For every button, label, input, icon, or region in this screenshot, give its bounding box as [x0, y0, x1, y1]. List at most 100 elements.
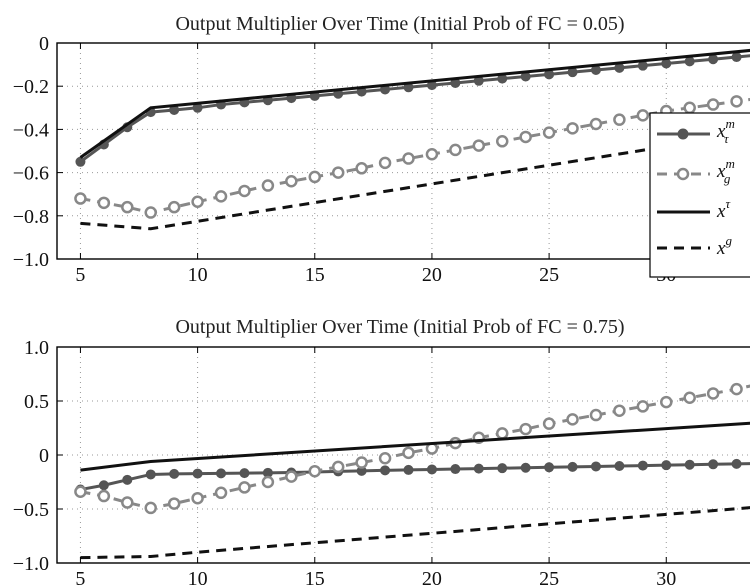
chart-1-ytick-label: 0: [39, 33, 49, 55]
chart-2-series-2-point: [285, 470, 298, 483]
chart-1-series-2-point: [331, 166, 345, 179]
chart-2-series-1-point: [239, 468, 250, 479]
chart-1-xtick-label: 15: [305, 264, 325, 286]
chart-2-ytick-label: 0: [39, 445, 49, 467]
chart-1-series-2-point: [74, 192, 87, 205]
chart-2-ytick-label: −0.5: [13, 499, 49, 521]
chart-1-series: [74, 48, 750, 231]
chart-2-xtick-label: 10: [188, 568, 208, 588]
chart-2-series-2-point: [730, 382, 743, 396]
legend-entry-x-g-m: xm g: [657, 156, 735, 186]
chart-1-series-2-point: [402, 152, 415, 165]
chart-1-legend: xm τ xm g xτ xg: [649, 112, 750, 278]
chart-2-xtick-label: 15: [305, 568, 325, 588]
chart-2-series-1-point: [731, 458, 742, 469]
chart-1-series-2-point: [167, 200, 181, 214]
chart-2-series-2-point: [121, 496, 134, 509]
chart-1-series-1-point: [637, 60, 648, 71]
chart-1-series-2-point: [97, 196, 111, 210]
chart-2-series-2-point: [613, 404, 626, 417]
chart-1-ytick-label: −0.2: [13, 76, 49, 98]
chart-2-series-1-point: [145, 469, 156, 480]
legend-marker-x-tau-m: [677, 128, 689, 140]
legend-marker-x-g-m: [676, 167, 690, 181]
chart-1-series-1-point: [708, 54, 719, 65]
chart-1-series-1-point: [731, 52, 742, 63]
chart-1-series-2-point: [589, 117, 603, 131]
chart-1-series-2-point: [472, 139, 486, 152]
chart-1-series-3-line: [79, 48, 750, 159]
chart-2-series-2-point: [378, 451, 392, 465]
chart-1-series-2-point: [355, 162, 368, 175]
chart-2-series-2-point: [74, 485, 87, 498]
chart-2-series-1-point: [122, 474, 133, 485]
legend-label-x-g: xg: [716, 233, 732, 259]
chart-2-series-2-point: [636, 400, 650, 413]
chart-2-series-1-point: [169, 468, 180, 479]
chart-2-ticks: 5 10 15 20 25 30 1.0 0.5 0 −0.5 −1.0: [13, 337, 677, 588]
chart-2-series-1-point: [426, 464, 437, 475]
chart-2-series-2-point: [495, 427, 509, 440]
chart-1-series-2-point: [730, 95, 743, 108]
chart-1-series-2-point: [144, 206, 157, 219]
chart-1: Output Multiplier Over Time (Initial Pro…: [13, 13, 750, 286]
chart-2-series-2-point: [402, 446, 415, 460]
chart-2-series-1-point: [614, 461, 625, 472]
chart-1-series-2-point: [706, 98, 720, 111]
chart-2-ytick-label: 0.5: [24, 391, 49, 413]
chart-2-series-1-point: [544, 462, 555, 473]
chart-2-series-1-point: [450, 464, 461, 475]
chart-2-series-2-point: [660, 395, 673, 409]
chart-2-series-1-point: [380, 465, 391, 476]
chart-2-series-1-point: [661, 460, 672, 471]
chart-2-series-1-line: [80, 462, 750, 492]
legend-box: [649, 112, 750, 278]
chart-1-xtick-label: 10: [188, 264, 208, 286]
chart-1-series-2-point: [285, 174, 298, 188]
chart-2-series-4-line: [80, 506, 750, 560]
chart-2-series-1-point: [98, 480, 109, 491]
chart-1-series-2-line: [80, 97, 750, 215]
chart-1-series-2-point: [495, 135, 509, 148]
chart-2-series-2-point: [97, 489, 111, 503]
legend-entry-x-tau-m: xm τ: [657, 116, 735, 146]
chart-1-series-2-point: [636, 109, 650, 122]
chart-1-series-1-point: [661, 58, 672, 69]
chart-1-xtick-label: 5: [75, 264, 85, 286]
chart-1-series-2-point: [613, 113, 626, 126]
chart-1-series-2-point: [378, 156, 392, 170]
legend-label-x-tau-m: xm τ: [716, 116, 735, 146]
chart-2-series-1-point: [473, 463, 484, 474]
chart-2-series-2-point: [144, 501, 157, 515]
chart-2-series-2-point: [706, 387, 720, 400]
chart-2-series-2-point: [308, 464, 322, 478]
chart-2-series-1-point: [567, 461, 578, 472]
legend-entry-x-tau: xτ: [657, 196, 731, 222]
chart-1-ytick-label: −1.0: [13, 249, 49, 271]
chart-2-ytick-label: −1.0: [13, 553, 49, 575]
chart-2-xtick-label: 20: [422, 568, 442, 588]
chart-1-series-2-point: [191, 195, 204, 209]
chart-2-series-2-point: [355, 456, 368, 469]
chart-1-title: Output Multiplier Over Time (Initial Pro…: [175, 13, 624, 35]
chart-1-frame: [56, 42, 750, 260]
chart-2-series-3-line: [80, 421, 750, 472]
chart-2-ytick-label: 1.0: [24, 337, 49, 359]
chart-1-xtick-label: 25: [539, 264, 559, 286]
chart-2: Output Multiplier Over Time (Initial Pro…: [13, 316, 750, 588]
chart-2-series-1-point: [216, 468, 227, 479]
chart-1-series-2-point: [683, 101, 696, 115]
chart-2-series-1-point: [497, 463, 508, 474]
chart-1-xtick-label: 20: [422, 264, 442, 286]
chart-1-series-2-point: [425, 147, 439, 161]
chart-2-title: Output Multiplier Over Time (Initial Pro…: [175, 316, 624, 338]
chart-2-series-1-point: [192, 468, 203, 479]
chart-2-series-1-point: [590, 461, 601, 472]
chart-1-series-1-point: [684, 56, 695, 67]
chart-1-series-2-point: [308, 170, 322, 184]
chart-2-series-2-point: [566, 413, 579, 426]
chart-1-ytick-label: −0.6: [13, 163, 49, 185]
chart-2-xtick-label: 30: [656, 568, 676, 588]
chart-1-series-2-point: [261, 179, 275, 192]
